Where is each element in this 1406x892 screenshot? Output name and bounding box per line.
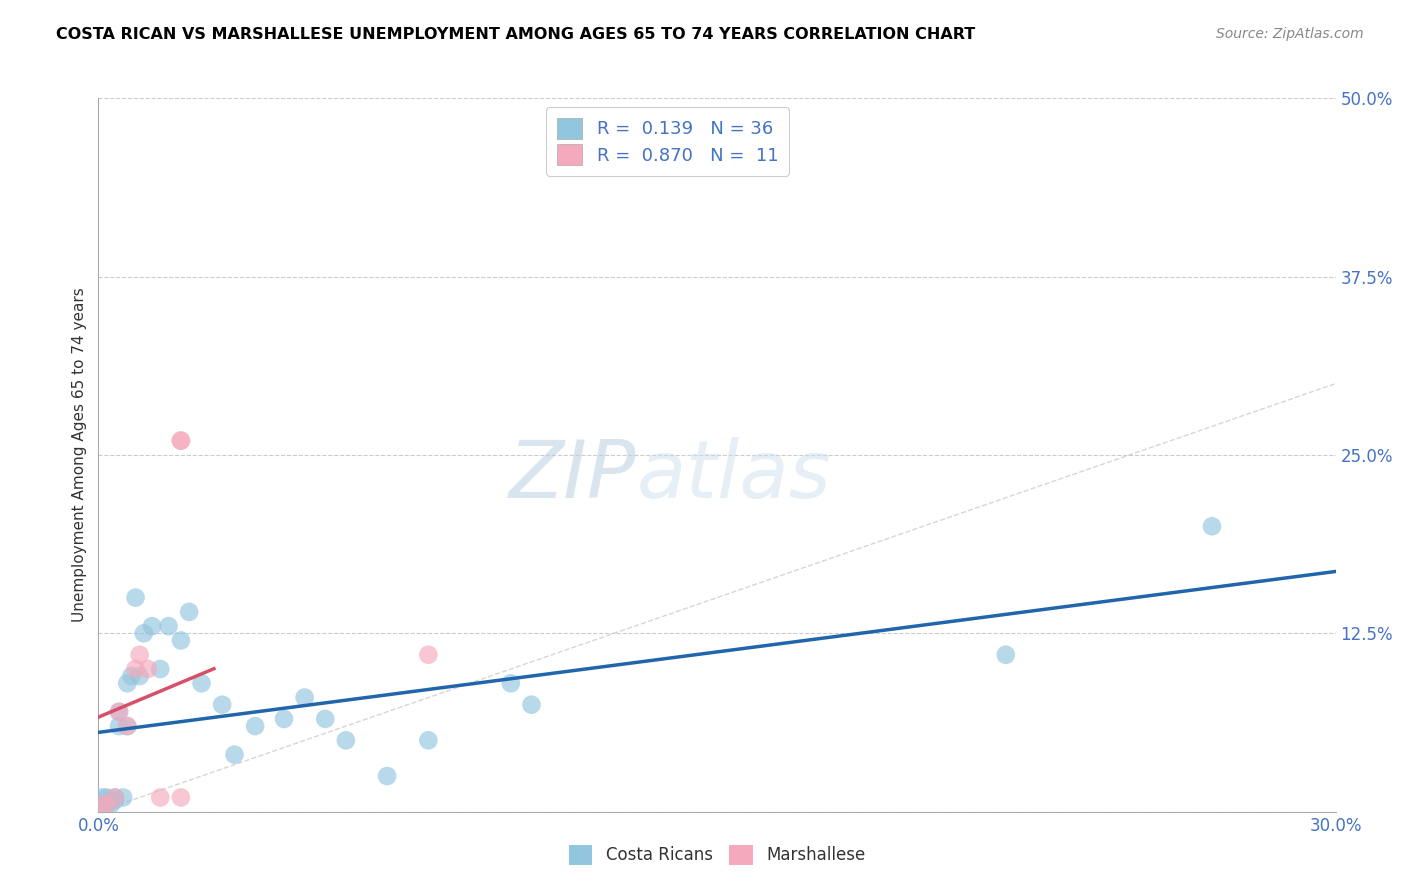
Point	[91, 797, 114, 812]
Point	[418, 733, 440, 747]
Point	[117, 676, 139, 690]
Point	[117, 719, 139, 733]
Point	[157, 619, 180, 633]
Point	[104, 790, 127, 805]
Point	[294, 690, 316, 705]
Point	[96, 790, 118, 805]
Point	[96, 797, 118, 812]
Point	[96, 797, 118, 812]
Point	[170, 434, 193, 448]
Point	[149, 662, 172, 676]
Point	[100, 797, 122, 812]
Point	[104, 793, 127, 807]
Point	[499, 676, 522, 690]
Legend: Costa Ricans, Marshallese: Costa Ricans, Marshallese	[562, 838, 872, 871]
Point	[124, 662, 146, 676]
Point	[128, 669, 150, 683]
Text: ZIP: ZIP	[509, 437, 637, 516]
Point	[112, 790, 135, 805]
Point	[179, 605, 201, 619]
Point	[994, 648, 1017, 662]
Point	[190, 676, 212, 690]
Point	[117, 719, 139, 733]
Point	[108, 719, 131, 733]
Y-axis label: Unemployment Among Ages 65 to 74 years: Unemployment Among Ages 65 to 74 years	[72, 287, 87, 623]
Point	[375, 769, 398, 783]
Point	[224, 747, 246, 762]
Text: COSTA RICAN VS MARSHALLESE UNEMPLOYMENT AMONG AGES 65 TO 74 YEARS CORRELATION CH: COSTA RICAN VS MARSHALLESE UNEMPLOYMENT …	[56, 27, 976, 42]
Point	[170, 434, 193, 448]
Point	[108, 705, 131, 719]
Point	[314, 712, 336, 726]
Point	[243, 719, 266, 733]
Point	[104, 790, 127, 805]
Text: Source: ZipAtlas.com: Source: ZipAtlas.com	[1216, 27, 1364, 41]
Point	[132, 626, 155, 640]
Point	[136, 662, 159, 676]
Point	[211, 698, 233, 712]
Point	[124, 591, 146, 605]
Point	[520, 698, 543, 712]
Point	[149, 790, 172, 805]
Point	[91, 797, 114, 812]
Point	[120, 669, 142, 683]
Point	[273, 712, 295, 726]
Point	[170, 790, 193, 805]
Point	[418, 648, 440, 662]
Point	[128, 648, 150, 662]
Text: atlas: atlas	[637, 437, 831, 516]
Point	[1201, 519, 1223, 533]
Point	[108, 705, 131, 719]
Point	[170, 633, 193, 648]
Point	[100, 793, 122, 807]
Point	[335, 733, 357, 747]
Point	[91, 790, 114, 805]
Point	[141, 619, 163, 633]
